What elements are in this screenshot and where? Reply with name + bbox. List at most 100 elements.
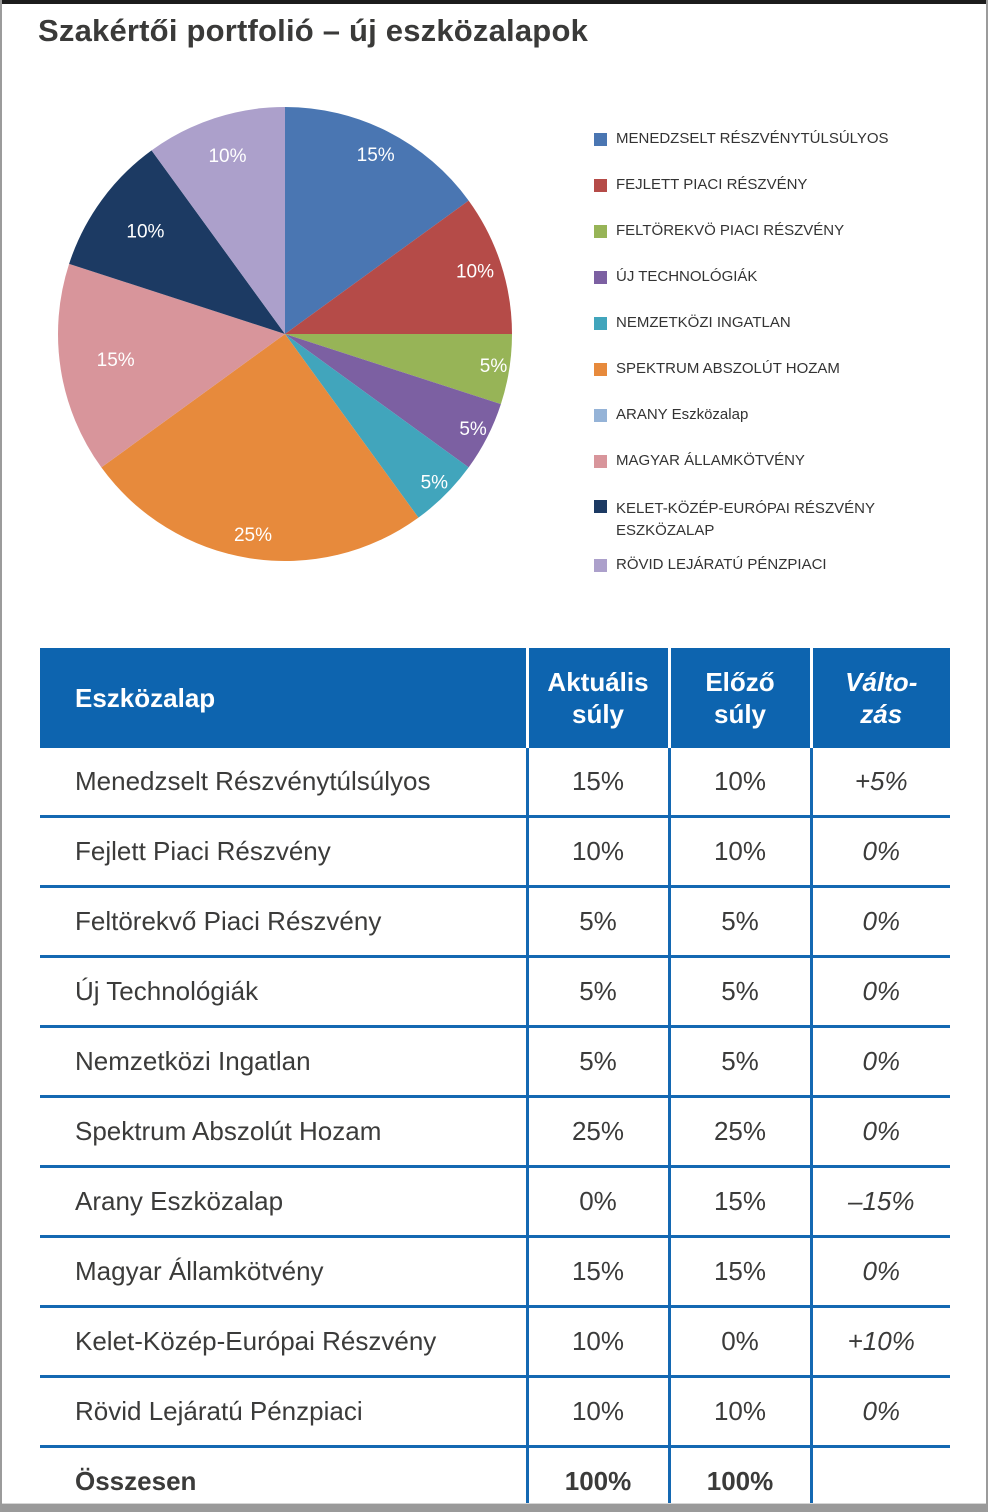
current-weight-cell: 5%	[527, 956, 671, 1028]
chart-legend: MENEDZSELT RÉSZVÉNYTÚLSÚLYOS FEJLETT PIAC…	[594, 116, 946, 588]
legend-color-swatch	[594, 270, 607, 284]
page-bottom-border	[2, 1503, 986, 1512]
previous-weight-cell: 10%	[669, 748, 813, 818]
pie-slice-label-7: 15%	[97, 350, 135, 371]
pie-slice-7	[57, 263, 285, 468]
pie-slice-label-2: 5%	[480, 356, 508, 377]
current-weight-cell: 5%	[527, 886, 671, 958]
previous-weight-cell: 15%	[669, 1166, 813, 1238]
fund-name-cell: Arany Eszközalap	[40, 1166, 529, 1238]
current-weight-cell: 15%	[527, 748, 671, 818]
legend-item-8: KELET-KÖZÉP-EURÓPAI RÉSZVÉNY ESZKÖZALAP	[594, 484, 946, 542]
pie-slice-5	[101, 334, 419, 562]
table-row: Menedzselt Részvénytúlsúlyos 15% 10% +5%	[40, 748, 950, 818]
previous-weight-cell: 5%	[669, 1026, 813, 1098]
legend-label: MAGYAR ÁLLAMKÖTVÉNY	[616, 452, 805, 470]
previous-weight-cell: 5%	[669, 886, 813, 958]
previous-weight-cell: 5%	[669, 956, 813, 1028]
previous-weight-cell: 15%	[669, 1236, 813, 1308]
legend-item-5: SPEKTRUM ABSZOLÚT HOZAM	[594, 346, 946, 392]
legend-item-3: ÚJ TECHNOLÓGIÁK	[594, 254, 946, 300]
legend-color-swatch	[594, 362, 607, 376]
legend-label: ARANY Eszközalap	[616, 406, 749, 424]
legend-label: KELET-KÖZÉP-EURÓPAI RÉSZVÉNY ESZKÖZALAP	[616, 500, 875, 539]
column-header-fund: Eszközalap	[40, 648, 529, 748]
table-row: Rövid Lejáratú Pénzpiaci 10% 10% 0%	[40, 1376, 950, 1448]
legend-label: RÖVID LEJÁRATÚ PÉNZPIACI	[616, 556, 827, 574]
table-body: Menedzselt Részvénytúlsúlyos 15% 10% +5% Fej…	[40, 748, 950, 1512]
column-header-current-weight: Aktuális súly	[527, 648, 671, 748]
table-row: Új Technológiák 5% 5% 0%	[40, 956, 950, 1028]
pie-slice-label-3: 5%	[459, 419, 487, 440]
table-row: Kelet-Közép-Európai Részvény 10% 0% +10%	[40, 1306, 950, 1378]
pie-slice-label-9: 10%	[208, 146, 246, 167]
current-weight-cell: 10%	[527, 1306, 671, 1378]
current-weight-cell: 100%	[527, 1446, 671, 1512]
table-row: Magyar Államkötvény 15% 15% 0%	[40, 1236, 950, 1308]
legend-item-9: RÖVID LEJÁRATÚ PÉNZPIACI	[594, 542, 946, 588]
legend-item-1: FEJLETT PIACI RÉSZVÉNY	[594, 162, 946, 208]
change-cell: 0%	[811, 816, 950, 888]
change-cell: +10%	[811, 1306, 950, 1378]
fund-name-cell: Rövid Lejáratú Pénzpiaci	[40, 1376, 529, 1448]
pie-slice-label-4: 5%	[421, 472, 449, 493]
previous-weight-cell: 100%	[669, 1446, 813, 1512]
pie-slice-9	[151, 107, 285, 334]
legend-item-4: NEMZETKÖZI INGATLAN	[594, 300, 946, 346]
pie-slice-1	[285, 200, 512, 334]
previous-weight-cell: 25%	[669, 1096, 813, 1168]
pie-slice-label-0: 15%	[357, 145, 395, 166]
table-row: Arany Eszközalap 0% 15% –15%	[40, 1166, 950, 1238]
legend-color-swatch	[594, 454, 607, 468]
current-weight-cell: 10%	[527, 816, 671, 888]
column-header-previous-weight: Előző súly	[669, 648, 813, 748]
fund-name-cell: Fejlett Piaci Részvény	[40, 816, 529, 888]
previous-weight-cell: 10%	[669, 816, 813, 888]
change-cell	[811, 1446, 950, 1512]
table-row: Feltörekvő Piaci Részvény 5% 5% 0%	[40, 886, 950, 958]
legend-item-0: MENEDZSELT RÉSZVÉNYTÚLSÚLYOS	[594, 116, 946, 162]
legend-item-2: FELTÖREKVÖ PIACI RÉSZVÉNY	[594, 208, 946, 254]
change-cell: 0%	[811, 1096, 950, 1168]
change-cell: +5%	[811, 748, 950, 818]
change-cell: 0%	[811, 1236, 950, 1308]
legend-color-swatch	[594, 558, 607, 572]
pie-slice-label-8: 10%	[126, 222, 164, 243]
change-cell: 0%	[811, 1376, 950, 1448]
legend-item-6: ARANY Eszközalap	[594, 392, 946, 438]
table-row: Fejlett Piaci Részvény 10% 10% 0%	[40, 816, 950, 888]
pie-slice-4	[285, 334, 469, 518]
fund-name-cell: Spektrum Abszolút Hozam	[40, 1096, 529, 1168]
pie-slice-label-1: 10%	[456, 261, 494, 282]
previous-weight-cell: 10%	[669, 1376, 813, 1448]
table-row: Nemzetközi Ingatlan 5% 5% 0%	[40, 1026, 950, 1098]
change-cell: –15%	[811, 1166, 950, 1238]
current-weight-cell: 5%	[527, 1026, 671, 1098]
fund-name-cell: Magyar Államkötvény	[40, 1236, 529, 1308]
legend-label: ÚJ TECHNOLÓGIÁK	[616, 268, 758, 286]
pie-slice-0	[285, 107, 469, 334]
legend-color-swatch	[594, 178, 607, 192]
current-weight-cell: 15%	[527, 1236, 671, 1308]
portfolio-pie-chart: 15% 10% 5% 5% 5% 25% 15% 10% 10%	[57, 107, 512, 562]
current-weight-cell: 0%	[527, 1166, 671, 1238]
total-row: Összesen 100% 100%	[40, 1446, 950, 1512]
allocation-table: Eszközalap Aktuális súly Előző súly Vált…	[40, 648, 950, 1512]
fund-name-cell: Összesen	[40, 1446, 529, 1512]
page-top-border	[2, 0, 986, 4]
change-cell: 0%	[811, 886, 950, 958]
legend-label: SPEKTRUM ABSZOLÚT HOZAM	[616, 360, 840, 378]
legend-color-swatch	[594, 316, 607, 330]
fund-name-cell: Menedzselt Részvénytúlsúlyos	[40, 748, 529, 818]
column-header-change: Válto- zás	[811, 648, 950, 748]
legend-label: NEMZETKÖZI INGATLAN	[616, 314, 791, 332]
legend-color-swatch	[594, 408, 607, 422]
legend-label: FEJLETT PIACI RÉSZVÉNY	[616, 176, 808, 194]
pie-slice-2	[285, 334, 512, 405]
fund-name-cell: Nemzetközi Ingatlan	[40, 1026, 529, 1098]
current-weight-cell: 25%	[527, 1096, 671, 1168]
previous-weight-cell: 0%	[669, 1306, 813, 1378]
pie-slice-8	[69, 150, 285, 334]
page-title: Szakértői portfolió – új eszközalapok	[38, 13, 589, 48]
